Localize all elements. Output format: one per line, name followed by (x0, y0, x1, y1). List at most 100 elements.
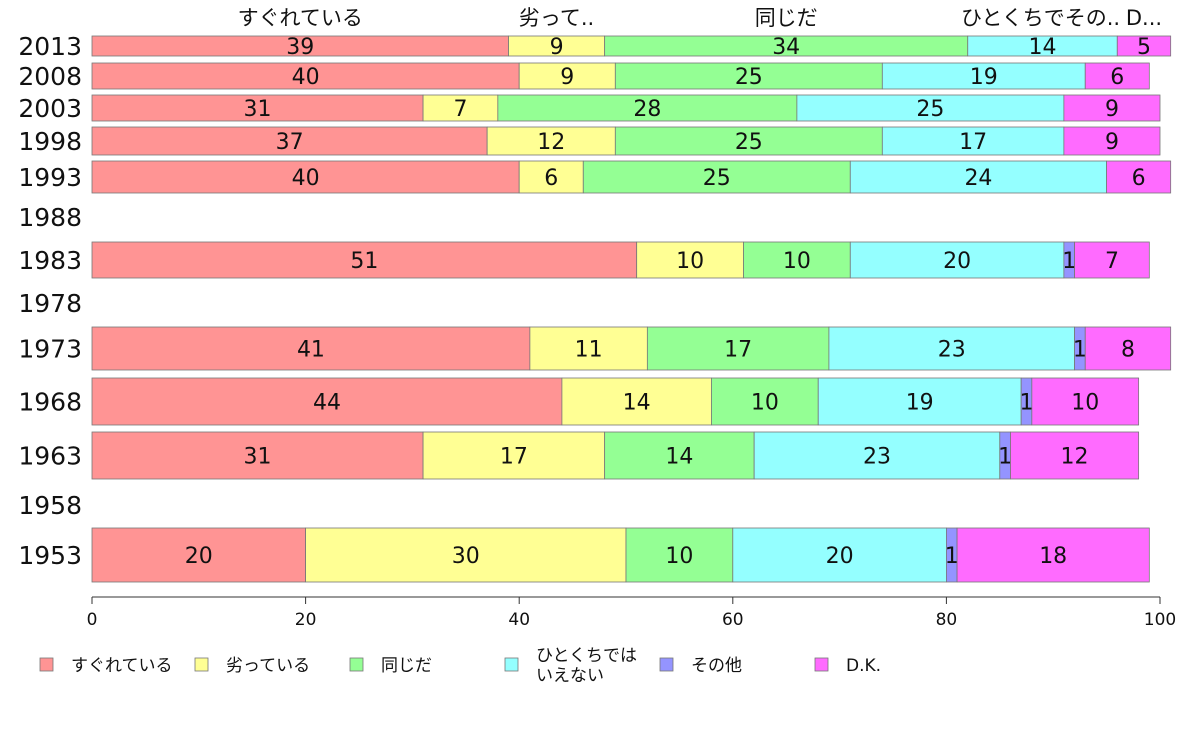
legend-label-4: その他 (691, 656, 742, 676)
bar-segment-1963-0 (91, 431, 424, 480)
x-tick-label-100: 100 (1144, 610, 1176, 630)
data-label-1953-3: 20 (826, 544, 854, 569)
year-label-1953: 1953 (18, 541, 82, 570)
bar-segment-1953-2 (625, 527, 734, 583)
data-label-1968-3: 19 (906, 391, 934, 416)
bar-segment-1953-3 (732, 527, 947, 583)
data-label-2013-2: 34 (772, 35, 800, 60)
bar-segment-2008-5 (1084, 62, 1150, 90)
data-label-2003-1: 7 (453, 97, 467, 122)
bar-segment-1963-1 (422, 431, 606, 480)
legend-item-5: D.K. (814, 656, 881, 676)
legend-swatch-4 (659, 657, 674, 672)
row-2013: 2013 39 9 34 14 5 (18, 32, 1172, 61)
x-tick-label-60: 60 (722, 610, 744, 630)
data-label-1963-0: 31 (244, 445, 272, 470)
data-label-2013-3: 14 (1029, 35, 1057, 60)
bar-segment-1998-0 (91, 126, 488, 156)
bar-segment-1973-2 (646, 326, 830, 371)
data-label-1973-2: 17 (724, 338, 752, 363)
data-label-1983-0: 51 (350, 249, 378, 274)
data-label-1998-3: 17 (959, 130, 987, 155)
data-label-2013-5: 5 (1137, 35, 1151, 60)
legend-label-1: 劣っている (226, 656, 310, 676)
year-label-1958: 1958 (18, 491, 82, 520)
bar-segment-1968-0 (91, 377, 563, 426)
data-label-1968-0: 44 (313, 391, 341, 416)
bar-segment-2003-0 (91, 94, 424, 122)
bar-segment-1973-1 (529, 326, 648, 371)
data-label-1953-0: 20 (185, 544, 213, 569)
data-label-1993-2: 25 (703, 166, 731, 191)
bar-segment-1963-5 (1010, 431, 1140, 480)
data-label-2003-3: 25 (916, 97, 944, 122)
bar-segment-1993-5 (1106, 160, 1172, 194)
bar-segment-1998-3 (881, 126, 1065, 156)
bar-segment-2003-5 (1063, 94, 1161, 122)
legend-swatch-5 (814, 657, 829, 672)
bar-segment-1973-3 (828, 326, 1075, 371)
legend-swatch-2 (349, 657, 364, 672)
data-label-1973-3: 23 (938, 338, 966, 363)
top-label-4: D... (1126, 6, 1162, 30)
year-label-2008: 2008 (18, 62, 82, 91)
year-label-1983: 1983 (18, 246, 82, 275)
data-label-1968-5: 10 (1071, 391, 1099, 416)
data-label-2003-2: 28 (633, 97, 661, 122)
data-label-1963-1: 17 (500, 445, 528, 470)
data-label-1963-5: 12 (1061, 445, 1089, 470)
legend-item-0: すぐれている (39, 656, 173, 676)
year-label-1998: 1998 (18, 127, 82, 156)
legend-swatch-3 (504, 657, 519, 672)
x-axis: 0 20 40 60 80 100 (87, 596, 1176, 630)
bar-segment-1953-0 (91, 527, 307, 583)
row-2003: 2003 31 7 28 25 9 (18, 94, 1161, 123)
bar-segment-1973-0 (91, 326, 531, 371)
bar-segment-1983-5 (1074, 241, 1150, 279)
data-label-2003-0: 31 (244, 97, 272, 122)
data-label-1963-2: 14 (665, 445, 693, 470)
top-label-2: 同じだ (755, 6, 818, 30)
data-label-1968-1: 14 (623, 391, 651, 416)
bar-segment-1968-1 (561, 377, 712, 426)
bar-segment-1983-3 (849, 241, 1065, 279)
data-label-1998-5: 9 (1105, 130, 1119, 155)
legend-swatch-1 (194, 657, 209, 672)
data-label-1963-3: 23 (863, 445, 891, 470)
data-label-1993-3: 24 (964, 166, 992, 191)
bar-segment-1968-2 (711, 377, 819, 426)
data-label-1993-5: 6 (1132, 166, 1146, 191)
row-1973: 1973 41 11 17 23 1 8 (18, 326, 1172, 371)
data-label-1973-0: 41 (297, 338, 325, 363)
legend-item-4: その他 (659, 656, 742, 676)
year-label-1988: 1988 (18, 203, 82, 232)
data-label-1973-4: 1 (1073, 338, 1087, 363)
bar-segment-1998-2 (614, 126, 883, 156)
bar-segment-2008-3 (881, 62, 1086, 90)
bar-segment-1983-2 (743, 241, 851, 279)
legend-label-2: 同じだ (381, 656, 432, 676)
data-label-1993-1: 6 (544, 166, 558, 191)
bar-segment-1968-5 (1031, 377, 1140, 426)
data-label-2008-5: 6 (1110, 65, 1124, 90)
legend-label-3-1: いえない (536, 666, 604, 686)
bar-segment-2013-5 (1116, 35, 1172, 57)
top-category-labels: すぐれている 劣って.. 同じだ ひとくちでその.. D... (238, 6, 1163, 30)
legend-swatch-0 (39, 657, 54, 672)
year-label-2013: 2013 (18, 32, 82, 61)
bar-segment-1953-5 (956, 527, 1150, 583)
legend-label-5: D.K. (846, 656, 881, 676)
data-label-2008-2: 25 (735, 65, 763, 90)
data-label-1983-3: 20 (943, 249, 971, 274)
data-label-2003-5: 9 (1105, 97, 1119, 122)
data-label-2008-3: 19 (970, 65, 998, 90)
legend-label-0: すぐれている (71, 656, 173, 676)
year-label-1968: 1968 (18, 388, 82, 417)
data-label-1998-2: 25 (735, 130, 763, 155)
data-label-1983-1: 10 (676, 249, 704, 274)
bar-segment-1973-5 (1084, 326, 1172, 371)
